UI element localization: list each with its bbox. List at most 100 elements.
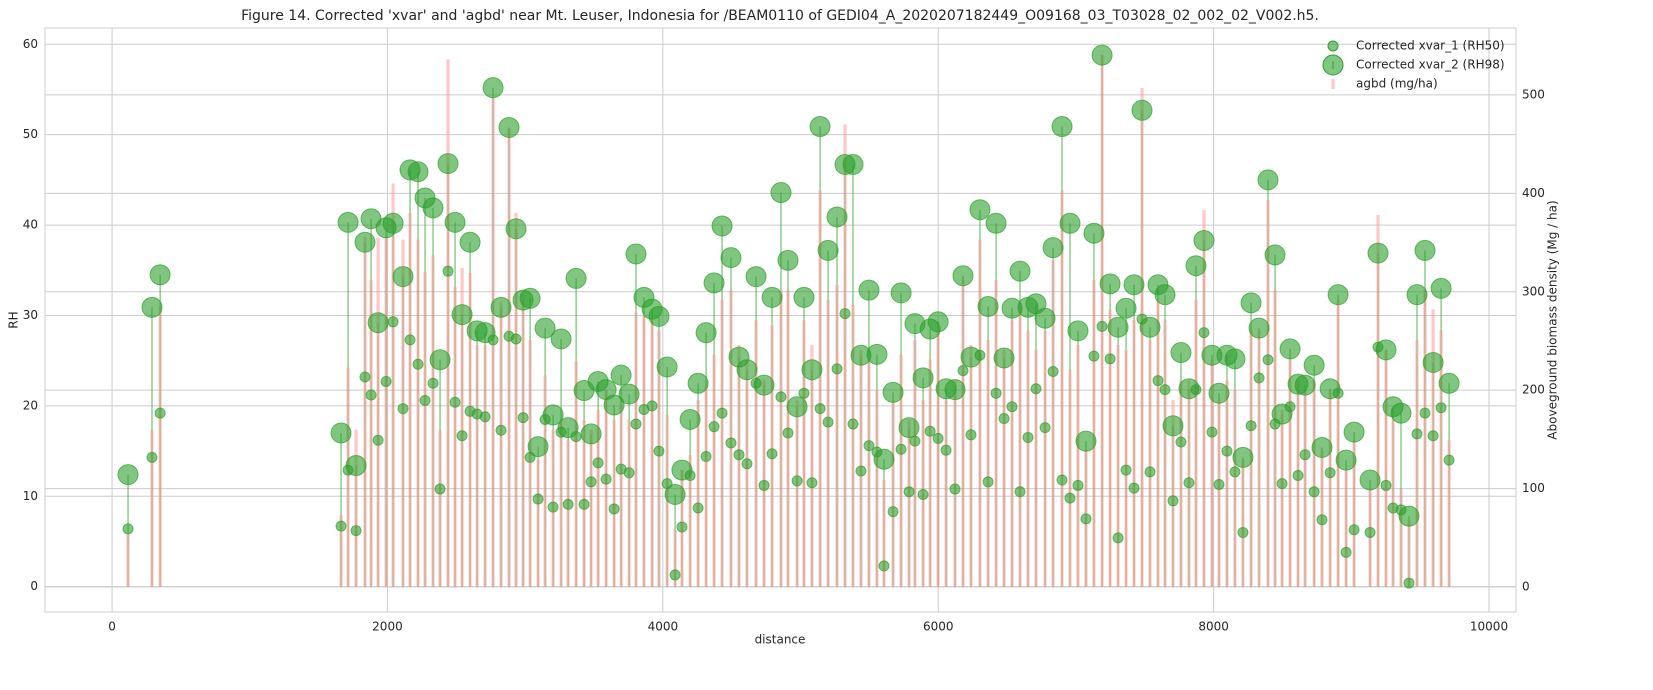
bar <box>596 409 600 588</box>
point <box>847 418 859 430</box>
bar <box>994 279 998 588</box>
bar <box>363 236 367 588</box>
point <box>1056 474 1068 486</box>
bar <box>1156 299 1160 588</box>
bar <box>1241 460 1245 588</box>
point <box>863 440 875 452</box>
point <box>618 383 640 405</box>
point <box>1167 495 1179 507</box>
point <box>380 375 392 387</box>
point <box>600 473 612 485</box>
point <box>580 423 602 445</box>
legend-label: Corrected xvar_1 (RH50) <box>1356 39 1505 53</box>
bar <box>1108 309 1112 588</box>
plot-area <box>117 44 1460 589</box>
bar <box>928 359 932 588</box>
bar <box>521 293 525 588</box>
point <box>1327 284 1349 306</box>
point <box>1398 505 1420 527</box>
point <box>1014 486 1026 498</box>
legend-label: agbd (mg/ha) <box>1356 77 1438 91</box>
point <box>1175 436 1187 448</box>
point <box>1311 436 1333 458</box>
point <box>372 434 384 446</box>
point <box>1343 421 1365 443</box>
point <box>1262 354 1274 366</box>
point <box>998 413 1010 425</box>
bar <box>843 124 847 588</box>
bar <box>1439 330 1443 588</box>
bar <box>416 239 420 588</box>
point <box>1064 492 1076 504</box>
point <box>782 427 794 439</box>
point <box>585 476 597 488</box>
point <box>708 421 720 433</box>
y-tick-label: 60 <box>23 37 38 51</box>
point <box>354 231 376 253</box>
y2-tick-label: 100 <box>1522 481 1545 495</box>
point <box>917 488 929 500</box>
bar <box>1280 409 1284 588</box>
point <box>1422 351 1444 373</box>
point <box>1104 353 1116 365</box>
bar <box>483 344 487 588</box>
bar <box>346 367 350 588</box>
point <box>695 322 717 344</box>
bar <box>453 286 457 588</box>
point <box>932 432 944 444</box>
point <box>1059 212 1081 234</box>
bar <box>642 315 646 588</box>
point <box>703 272 725 294</box>
bar <box>1352 440 1356 588</box>
point <box>1435 402 1447 414</box>
point <box>1080 513 1092 525</box>
point <box>1075 430 1097 452</box>
point <box>1237 526 1249 538</box>
point <box>777 249 799 271</box>
point <box>676 521 688 533</box>
point <box>977 295 999 317</box>
point <box>687 372 709 394</box>
bar <box>528 339 532 588</box>
point <box>648 305 670 327</box>
point <box>550 328 572 350</box>
x-tick-label: 4000 <box>648 620 679 634</box>
point <box>578 498 590 510</box>
point <box>895 443 907 455</box>
bar <box>354 429 358 588</box>
point <box>1208 382 1230 404</box>
bar <box>1210 359 1214 588</box>
bar <box>612 419 616 588</box>
bar <box>574 361 578 588</box>
point <box>141 296 163 318</box>
bar <box>1060 190 1064 588</box>
point <box>330 422 352 444</box>
bar <box>867 359 871 588</box>
bar <box>431 255 435 588</box>
bar <box>745 359 749 588</box>
bar <box>376 237 380 588</box>
point <box>510 333 522 345</box>
point <box>404 334 416 346</box>
bar <box>1100 54 1104 588</box>
point <box>1443 454 1455 466</box>
bar <box>1026 330 1030 588</box>
bar <box>826 299 830 588</box>
point <box>495 424 507 436</box>
point <box>382 212 404 234</box>
point <box>623 467 635 479</box>
point <box>434 483 446 495</box>
bar <box>673 529 677 588</box>
bar <box>1171 400 1175 588</box>
point <box>392 266 414 288</box>
point <box>592 457 604 469</box>
bar <box>1447 440 1451 588</box>
point <box>944 379 966 401</box>
bar <box>408 213 412 588</box>
y2-tick-label: 200 <box>1522 383 1545 397</box>
point <box>990 387 1002 399</box>
point <box>1009 260 1031 282</box>
point <box>1299 449 1311 461</box>
point <box>912 367 934 389</box>
